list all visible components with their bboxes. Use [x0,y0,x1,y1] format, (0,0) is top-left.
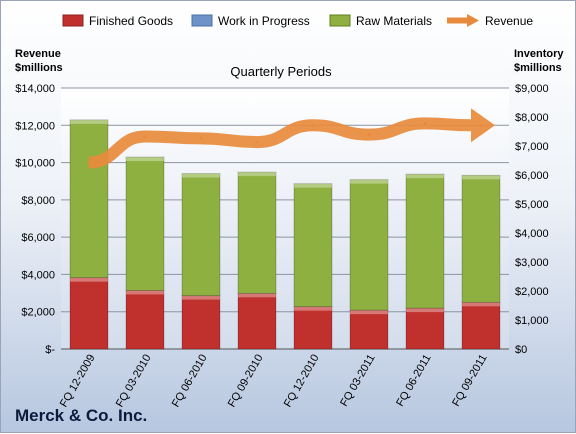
bar-highlight [182,173,220,178]
chart-title: Quarterly Periods [230,64,332,79]
bar-highlight [126,157,164,162]
bar-finished-goods [405,307,445,350]
left-tick-label: $12,000 [15,120,55,132]
bar-highlight [238,293,276,298]
right-tick-label: $2,000 [515,286,549,298]
left-axis-ticks: $- $2,000 $4,000 $6,000 $8,000 $10,000 $12,000… [15,83,55,356]
bar-highlight [294,183,332,188]
right-tick-label: $8,000 [515,112,549,124]
left-tick-label: $10,000 [15,158,55,170]
right-tick-label: $7,000 [515,141,549,153]
legend-swatch-finished-goods [62,14,84,27]
bar-finished-goods [69,277,109,350]
legend-swatch-raw-materials [329,14,351,27]
bar-raw-materials [69,119,109,279]
right-tick-label: $5,000 [515,199,549,211]
bar-highlight [182,295,220,300]
legend-label-raw-materials: Raw Materials [356,14,432,28]
left-tick-label: $6,000 [21,232,55,244]
bar-highlight [70,119,108,124]
bar-highlight [294,306,332,311]
bar-raw-materials [125,156,165,291]
right-tick-label: $6,000 [515,170,549,182]
x-tick-label: FQ 03-2011 [338,353,377,409]
bar-finished-goods [349,309,389,350]
x-tick-label: FQ 06-2011 [394,353,433,409]
revenue-point [143,134,147,138]
left-axis-label-line1: Revenue [15,48,61,60]
x-tick-label: FQ 03-2010 [114,353,154,410]
bar-highlight [350,179,388,184]
left-tick-label: $2,000 [21,307,55,319]
legend-label-work-in-progress: Work in Progress [218,14,310,28]
right-axis-label-line2: $millions [514,62,562,74]
legend-label-revenue: Revenue [485,14,533,28]
right-tick-label: $4,000 [515,228,549,240]
bar-raw-materials [237,171,277,294]
right-tick-label: $0 [515,344,527,356]
revenue-point [367,133,371,137]
revenue-arrow-head [471,108,495,143]
left-tick-label: $- [45,344,55,356]
left-tick-label: $8,000 [21,195,55,207]
bar-highlight [126,290,164,295]
left-tick-label: $14,000 [15,83,55,95]
legend-label-finished-goods: Finished Goods [89,14,173,28]
legend: Finished Goods Work in Progress Raw Mate… [62,14,533,28]
revenue-point [311,123,315,127]
revenue-point [479,123,483,127]
bar-raw-materials [461,174,501,303]
bars [69,119,501,350]
right-axis-label-line1: Inventory [514,48,564,60]
bar-highlight [406,174,444,179]
right-tick-label: $1,000 [515,315,549,327]
bar-highlight [238,172,276,177]
x-tick-label: FQ 12-2009 [58,353,98,410]
revenue-point [87,161,91,165]
company-name: Merck & Co. Inc. [15,406,147,425]
bar-highlight [70,277,108,282]
bar-raw-materials [181,173,221,297]
bar-finished-goods [237,292,277,350]
revenue-series [87,108,495,169]
revenue-point [199,136,203,140]
right-tick-label: $3,000 [515,257,549,269]
legend-swatch-work-in-progress [191,14,213,27]
x-tick-label: FQ 06-2010 [170,353,210,410]
bar-raw-materials [349,179,389,311]
left-tick-label: $4,000 [21,269,55,281]
bar-highlight [462,302,500,307]
bar-highlight [406,308,444,313]
x-axis-ticks: FQ 12-2009 FQ 03-2010 FQ 06-2010 FQ 09-2010… [58,353,490,410]
revenue-point [423,121,427,125]
right-axis-ticks: $0 $1,000 $2,000 $3,000 $4,000 $5,000 $6,000 $7… [515,83,549,356]
legend-arrow-head [467,14,479,27]
bar-raw-materials [293,183,333,308]
bar-finished-goods [293,306,333,350]
bar-raw-materials [405,173,445,309]
x-tick-label: FQ 12-2010 [282,353,322,410]
x-tick-label: FQ 09-2011 [450,353,489,409]
x-tick-label: FQ 09-2010 [226,353,266,410]
bar-highlight [462,175,500,180]
bar-highlight [350,310,388,315]
bar-finished-goods [181,295,221,350]
revenue-point [255,140,259,144]
left-axis-label-line2: $millions [15,62,63,74]
bar-finished-goods [461,301,501,350]
right-tick-label: $9,000 [515,83,549,95]
bar-finished-goods [125,290,165,350]
